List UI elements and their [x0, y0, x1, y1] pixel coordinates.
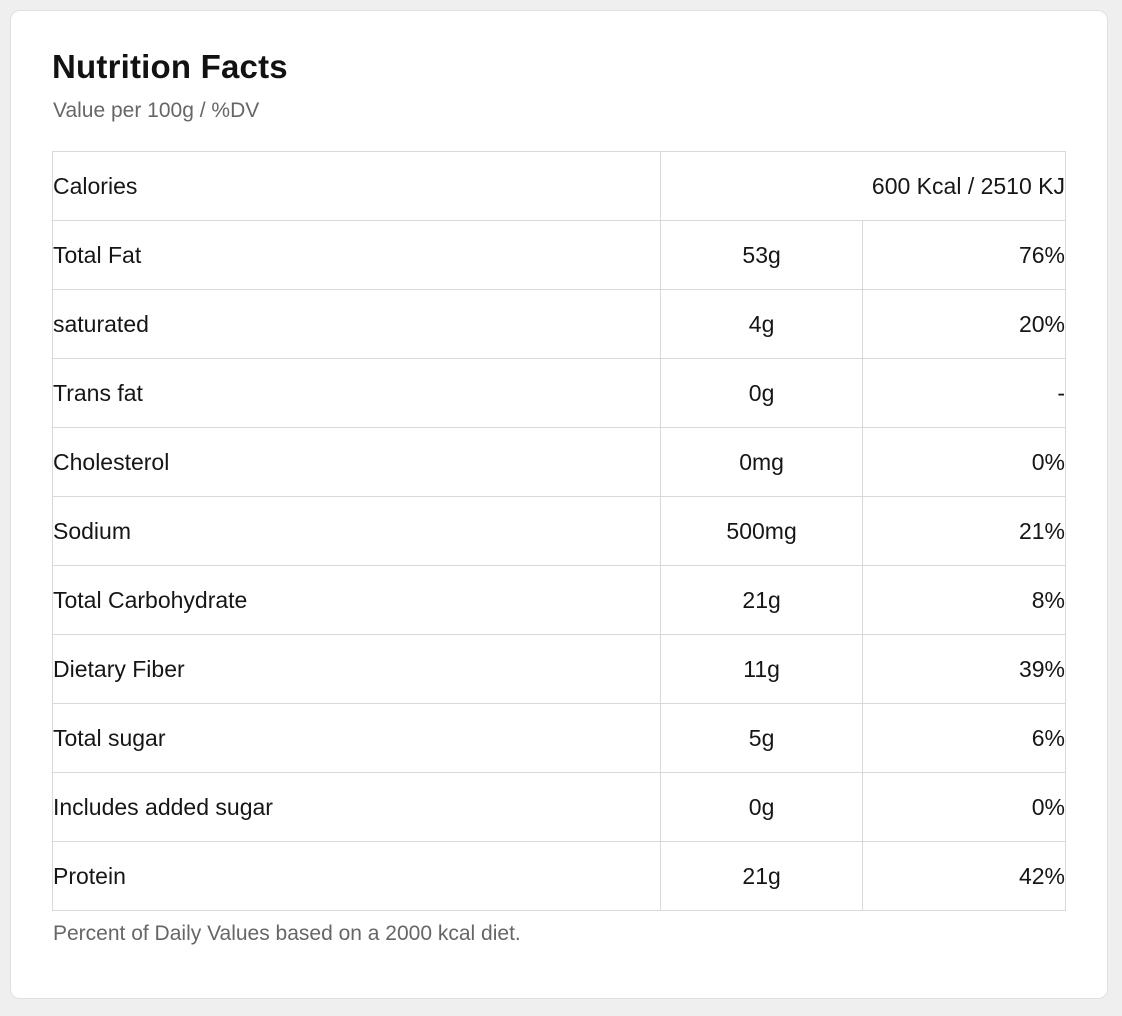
nutrient-daily-value: 21%: [862, 496, 1066, 567]
nutrient-label: Includes added sugar: [52, 772, 661, 843]
daily-values-footnote: Percent of Daily Values based on a 2000 …: [53, 922, 521, 946]
table-row: Includes added sugar 0g 0%: [52, 772, 1066, 843]
table-row: Total Fat 53g 76%: [52, 220, 1066, 291]
nutrient-label: Total Fat: [52, 220, 661, 291]
nutrient-label: Trans fat: [52, 358, 661, 429]
nutrient-amount: 5g: [659, 703, 864, 774]
nutrient-daily-value: 39%: [862, 634, 1066, 705]
table-row: Cholesterol 0mg 0%: [52, 427, 1066, 498]
nutrient-amount: 0mg: [659, 427, 864, 498]
nutrient-label: Dietary Fiber: [52, 634, 661, 705]
nutrient-amount: 4g: [659, 289, 864, 360]
nutrient-daily-value: 76%: [862, 220, 1066, 291]
table-row: Total Carbohydrate 21g 8%: [52, 565, 1066, 636]
nutrient-amount: 0g: [659, 358, 864, 429]
nutrition-table: Calories 600 Kcal / 2510 KJ Total Fat 53…: [52, 151, 1067, 912]
nutrient-daily-value: -: [862, 358, 1066, 429]
serving-subtitle: Value per 100g / %DV: [53, 98, 260, 122]
calories-value: 600 Kcal / 2510 KJ: [659, 151, 1067, 222]
page-title: Nutrition Facts: [52, 48, 288, 85]
nutrient-daily-value: 8%: [862, 565, 1066, 636]
table-row: Sodium 500mg 21%: [52, 496, 1066, 567]
nutrient-label: Total Carbohydrate: [52, 565, 661, 636]
calories-row: Calories 600 Kcal / 2510 KJ: [52, 151, 1067, 222]
nutrient-daily-value: 0%: [862, 772, 1066, 843]
nutrient-daily-value: 6%: [862, 703, 1066, 774]
table-row: Trans fat 0g -: [52, 358, 1066, 429]
nutrient-amount: 21g: [659, 565, 864, 636]
nutrient-daily-value: 20%: [862, 289, 1066, 360]
nutrient-daily-value: 0%: [862, 427, 1066, 498]
nutrient-amount: 500mg: [659, 496, 864, 567]
nutrient-label: Cholesterol: [52, 427, 661, 498]
nutrient-label: Sodium: [52, 496, 661, 567]
table-row: Total sugar 5g 6%: [52, 703, 1066, 774]
nutrient-label: Total sugar: [52, 703, 661, 774]
calories-label: Calories: [52, 151, 661, 222]
nutrient-label: saturated: [52, 289, 661, 360]
nutrient-amount: 11g: [659, 634, 864, 705]
nutrition-table-body: Calories 600 Kcal / 2510 KJ Total Fat 53…: [52, 151, 1067, 912]
nutrition-facts-card: Nutrition Facts Value per 100g / %DV Cal…: [10, 10, 1108, 999]
table-row: saturated 4g 20%: [52, 289, 1066, 360]
nutrient-amount: 53g: [659, 220, 864, 291]
nutrient-amount: 0g: [659, 772, 864, 843]
nutrient-label: Protein: [52, 841, 661, 912]
nutrient-amount: 21g: [659, 841, 864, 912]
table-row: Dietary Fiber 11g 39%: [52, 634, 1066, 705]
table-row: Protein 21g 42%: [52, 841, 1066, 912]
nutrient-daily-value: 42%: [862, 841, 1066, 912]
